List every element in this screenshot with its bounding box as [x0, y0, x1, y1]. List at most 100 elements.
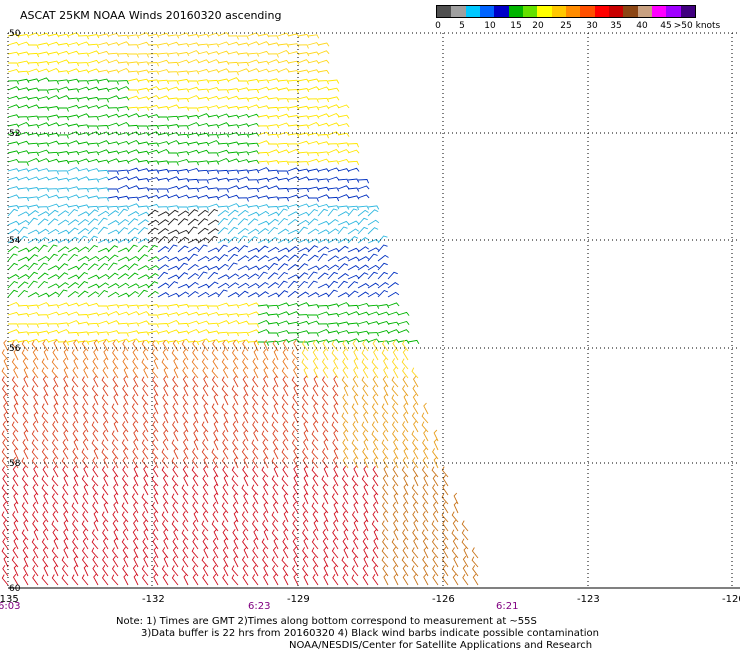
- wind-barb: [102, 547, 109, 559]
- wind-barb: [432, 574, 439, 586]
- wind-barb: [392, 501, 399, 514]
- wind-barb: [147, 160, 160, 165]
- wind-barb: [81, 340, 89, 352]
- wind-barb: [17, 256, 30, 262]
- wind-barb: [167, 312, 180, 317]
- wind-barb: [57, 196, 70, 201]
- wind-barb: [67, 282, 79, 289]
- wind-barb: [7, 150, 20, 155]
- wind-barb: [363, 555, 369, 568]
- wind-barb: [277, 49, 290, 55]
- wind-barb: [62, 339, 69, 352]
- wind-barb: [193, 411, 199, 424]
- wind-barb: [157, 219, 169, 226]
- wind-barb: [67, 140, 80, 145]
- wind-barb: [173, 393, 179, 406]
- wind-barb: [27, 132, 40, 137]
- wind-barb: [82, 420, 89, 433]
- wind-barb: [403, 402, 409, 415]
- wind-barb: [353, 357, 359, 370]
- wind-barb: [267, 322, 280, 327]
- wind-barb: [331, 412, 339, 424]
- wind-barb: [8, 62, 19, 67]
- wind-barb: [37, 32, 50, 37]
- wind-barb: [317, 186, 330, 191]
- wind-barb: [271, 529, 279, 541]
- wind-barb: [38, 89, 49, 94]
- wind-barb: [212, 573, 219, 586]
- wind-barb: [197, 312, 210, 317]
- wind-barb: [267, 97, 280, 102]
- wind-barb: [53, 402, 59, 415]
- wind-barb: [67, 236, 79, 244]
- wind-barb: [237, 123, 250, 128]
- wind-barb: [42, 340, 49, 352]
- wind-barb: [257, 220, 270, 226]
- wind-barb: [257, 185, 270, 190]
- wind-barb: [187, 132, 200, 137]
- wind-barb: [257, 105, 270, 110]
- wind-barb: [247, 159, 260, 164]
- wind-barb: [32, 511, 39, 523]
- wind-barb: [367, 253, 378, 262]
- wind-barb: [37, 330, 50, 335]
- wind-barb: [133, 555, 139, 568]
- wind-barb: [67, 104, 80, 109]
- wind-barb: [297, 314, 310, 319]
- wind-barb: [327, 187, 340, 192]
- wind-barb: [317, 305, 330, 310]
- wind-barb: [27, 68, 40, 73]
- wind-barb: [187, 149, 200, 154]
- wind-barb: [307, 254, 319, 262]
- wind-barb: [267, 256, 280, 262]
- wind-barb: [387, 282, 399, 289]
- wind-barb: [97, 125, 110, 130]
- wind-barb: [33, 492, 39, 505]
- wind-barb: [187, 86, 200, 91]
- legend-label: 0: [435, 21, 441, 31]
- wind-barb: [322, 457, 329, 469]
- wind-barb: [41, 574, 49, 586]
- wind-barb: [97, 140, 110, 145]
- wind-barb: [337, 220, 350, 226]
- wind-barb: [227, 124, 240, 129]
- wind-barb: [351, 547, 359, 559]
- wind-barb: [313, 375, 319, 388]
- wind-barb: [222, 483, 229, 496]
- wind-barb: [441, 511, 449, 523]
- wind-barb: [361, 421, 369, 433]
- wind-barb: [163, 429, 169, 442]
- wind-barb: [93, 573, 99, 586]
- wind-barb: [257, 41, 270, 46]
- wind-barb: [92, 502, 99, 514]
- wind-barb: [352, 447, 359, 460]
- wind-barb: [347, 205, 360, 210]
- wind-barb: [292, 537, 299, 550]
- wind-barb: [217, 41, 230, 46]
- wind-barb: [267, 149, 280, 154]
- wind-barb: [123, 555, 129, 568]
- wind-barb: [412, 402, 419, 415]
- wind-barb: [197, 33, 210, 38]
- wind-barb: [72, 448, 79, 460]
- wind-barb: [237, 159, 250, 164]
- wind-barb: [232, 439, 239, 451]
- wind-barb: [187, 253, 198, 262]
- wind-barb: [343, 447, 349, 460]
- wind-barb: [241, 349, 249, 361]
- wind-barb: [122, 429, 129, 442]
- wind-barb: [367, 271, 378, 280]
- wind-barb: [87, 187, 100, 192]
- wind-barb: [297, 33, 310, 39]
- wind-barb: [307, 106, 320, 111]
- wind-barb: [287, 218, 299, 226]
- wind-barb: [302, 448, 309, 460]
- wind-barb: [27, 292, 40, 298]
- wind-barb: [177, 210, 190, 217]
- wind-barb: [461, 529, 469, 541]
- wind-barb: [242, 358, 249, 370]
- wind-barb: [132, 456, 139, 469]
- wind-barb: [122, 385, 129, 397]
- wind-barb: [91, 475, 99, 487]
- wind-barb: [257, 304, 270, 309]
